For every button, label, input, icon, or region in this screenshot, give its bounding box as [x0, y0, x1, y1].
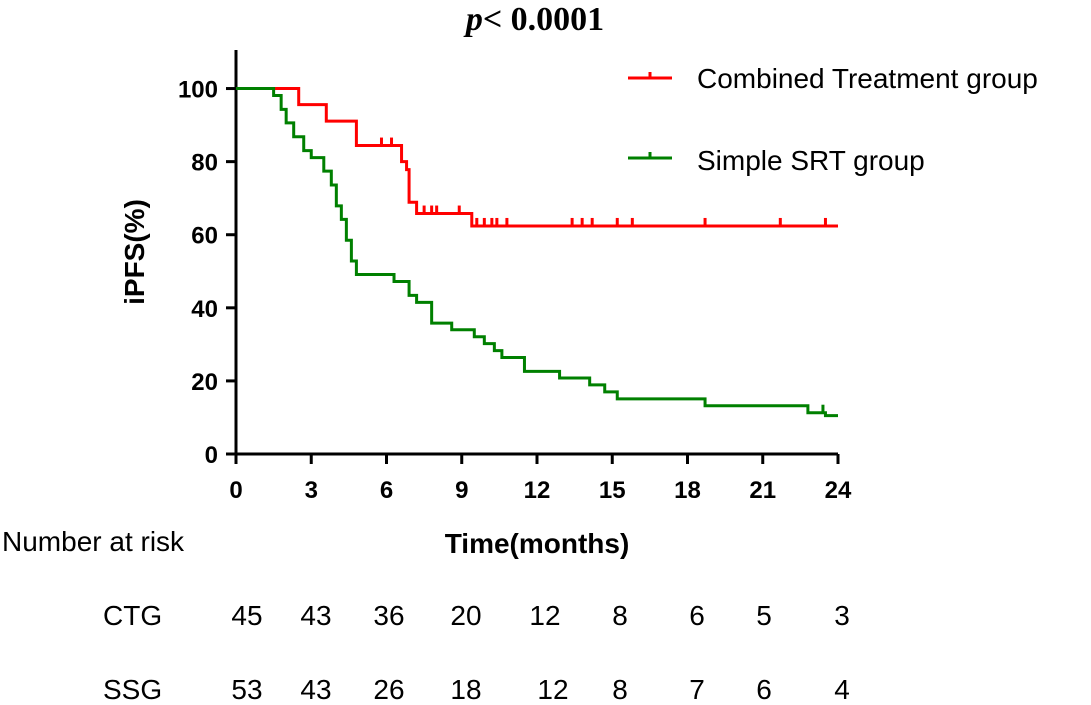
risk-value-ctg: 45: [231, 600, 262, 631]
legend-label-combined: Combined Treatment group: [697, 63, 1038, 94]
chart-title: p< 0.0001: [463, 1, 604, 38]
x-tick-label: 0: [229, 477, 242, 504]
risk-row-ssg: 53 43 26 18 12 8 7 6 4: [231, 674, 849, 705]
y-tick-label: 40: [191, 296, 218, 323]
risk-value-ctg: 43: [300, 600, 331, 631]
risk-value-ssg: 7: [689, 674, 705, 705]
y-axis-ticks: 0 20 40 60 80 100: [178, 77, 236, 469]
risk-value-ssg: 8: [612, 674, 628, 705]
risk-value-ctg: 36: [373, 600, 404, 631]
risk-value-ssg: 26: [373, 674, 404, 705]
risk-table-header: Number at risk: [2, 526, 185, 557]
x-tick-label: 18: [674, 477, 701, 504]
x-tick-label: 15: [599, 477, 626, 504]
risk-row-label-ssg: SSG: [103, 674, 162, 705]
risk-value-ssg: 12: [537, 674, 568, 705]
risk-value-ctg: 20: [450, 600, 481, 631]
risk-value-ssg: 53: [231, 674, 262, 705]
risk-value-ctg: 6: [689, 600, 705, 631]
risk-row-ctg: 45 43 36 20 12 8 6 5 3: [231, 600, 849, 631]
risk-value-ssg: 18: [450, 674, 481, 705]
y-tick-label: 20: [191, 369, 218, 396]
y-tick-label: 0: [205, 442, 218, 469]
p-value: < 0.0001: [483, 1, 604, 38]
curve-simple: [236, 87, 838, 418]
legend-item-simple: Simple SRT group: [628, 145, 925, 176]
risk-row-label-ctg: CTG: [103, 600, 162, 631]
x-tick-label: 21: [749, 477, 776, 504]
risk-value-ctg: 5: [756, 600, 772, 631]
risk-value-ctg: 12: [529, 600, 560, 631]
x-axis-title: Time(months): [445, 528, 630, 559]
risk-value-ssg: 4: [834, 674, 850, 705]
risk-value-ssg: 6: [756, 674, 772, 705]
x-tick-label: 9: [455, 477, 468, 504]
legend-label-simple: Simple SRT group: [697, 145, 925, 176]
x-tick-label: 6: [380, 477, 393, 504]
p-symbol: p: [463, 1, 483, 38]
risk-value-ctg: 8: [612, 600, 628, 631]
x-tick-label: 3: [305, 477, 318, 504]
y-tick-label: 60: [191, 223, 218, 250]
x-axis-ticks: 0 3 6 9 12 15 18 21 24: [229, 454, 852, 504]
risk-value-ctg: 3: [834, 600, 850, 631]
curve-combined: [236, 87, 838, 228]
y-tick-label: 80: [191, 150, 218, 177]
x-tick-label: 24: [825, 477, 852, 504]
risk-value-ssg: 43: [300, 674, 331, 705]
legend-item-combined: Combined Treatment group: [628, 63, 1038, 94]
survival-curves: [236, 87, 838, 418]
x-tick-label: 12: [524, 477, 551, 504]
y-tick-label: 100: [178, 77, 218, 104]
y-axis-title: iPFS(%): [119, 199, 150, 305]
legend: Combined Treatment group Simple SRT grou…: [628, 63, 1038, 176]
